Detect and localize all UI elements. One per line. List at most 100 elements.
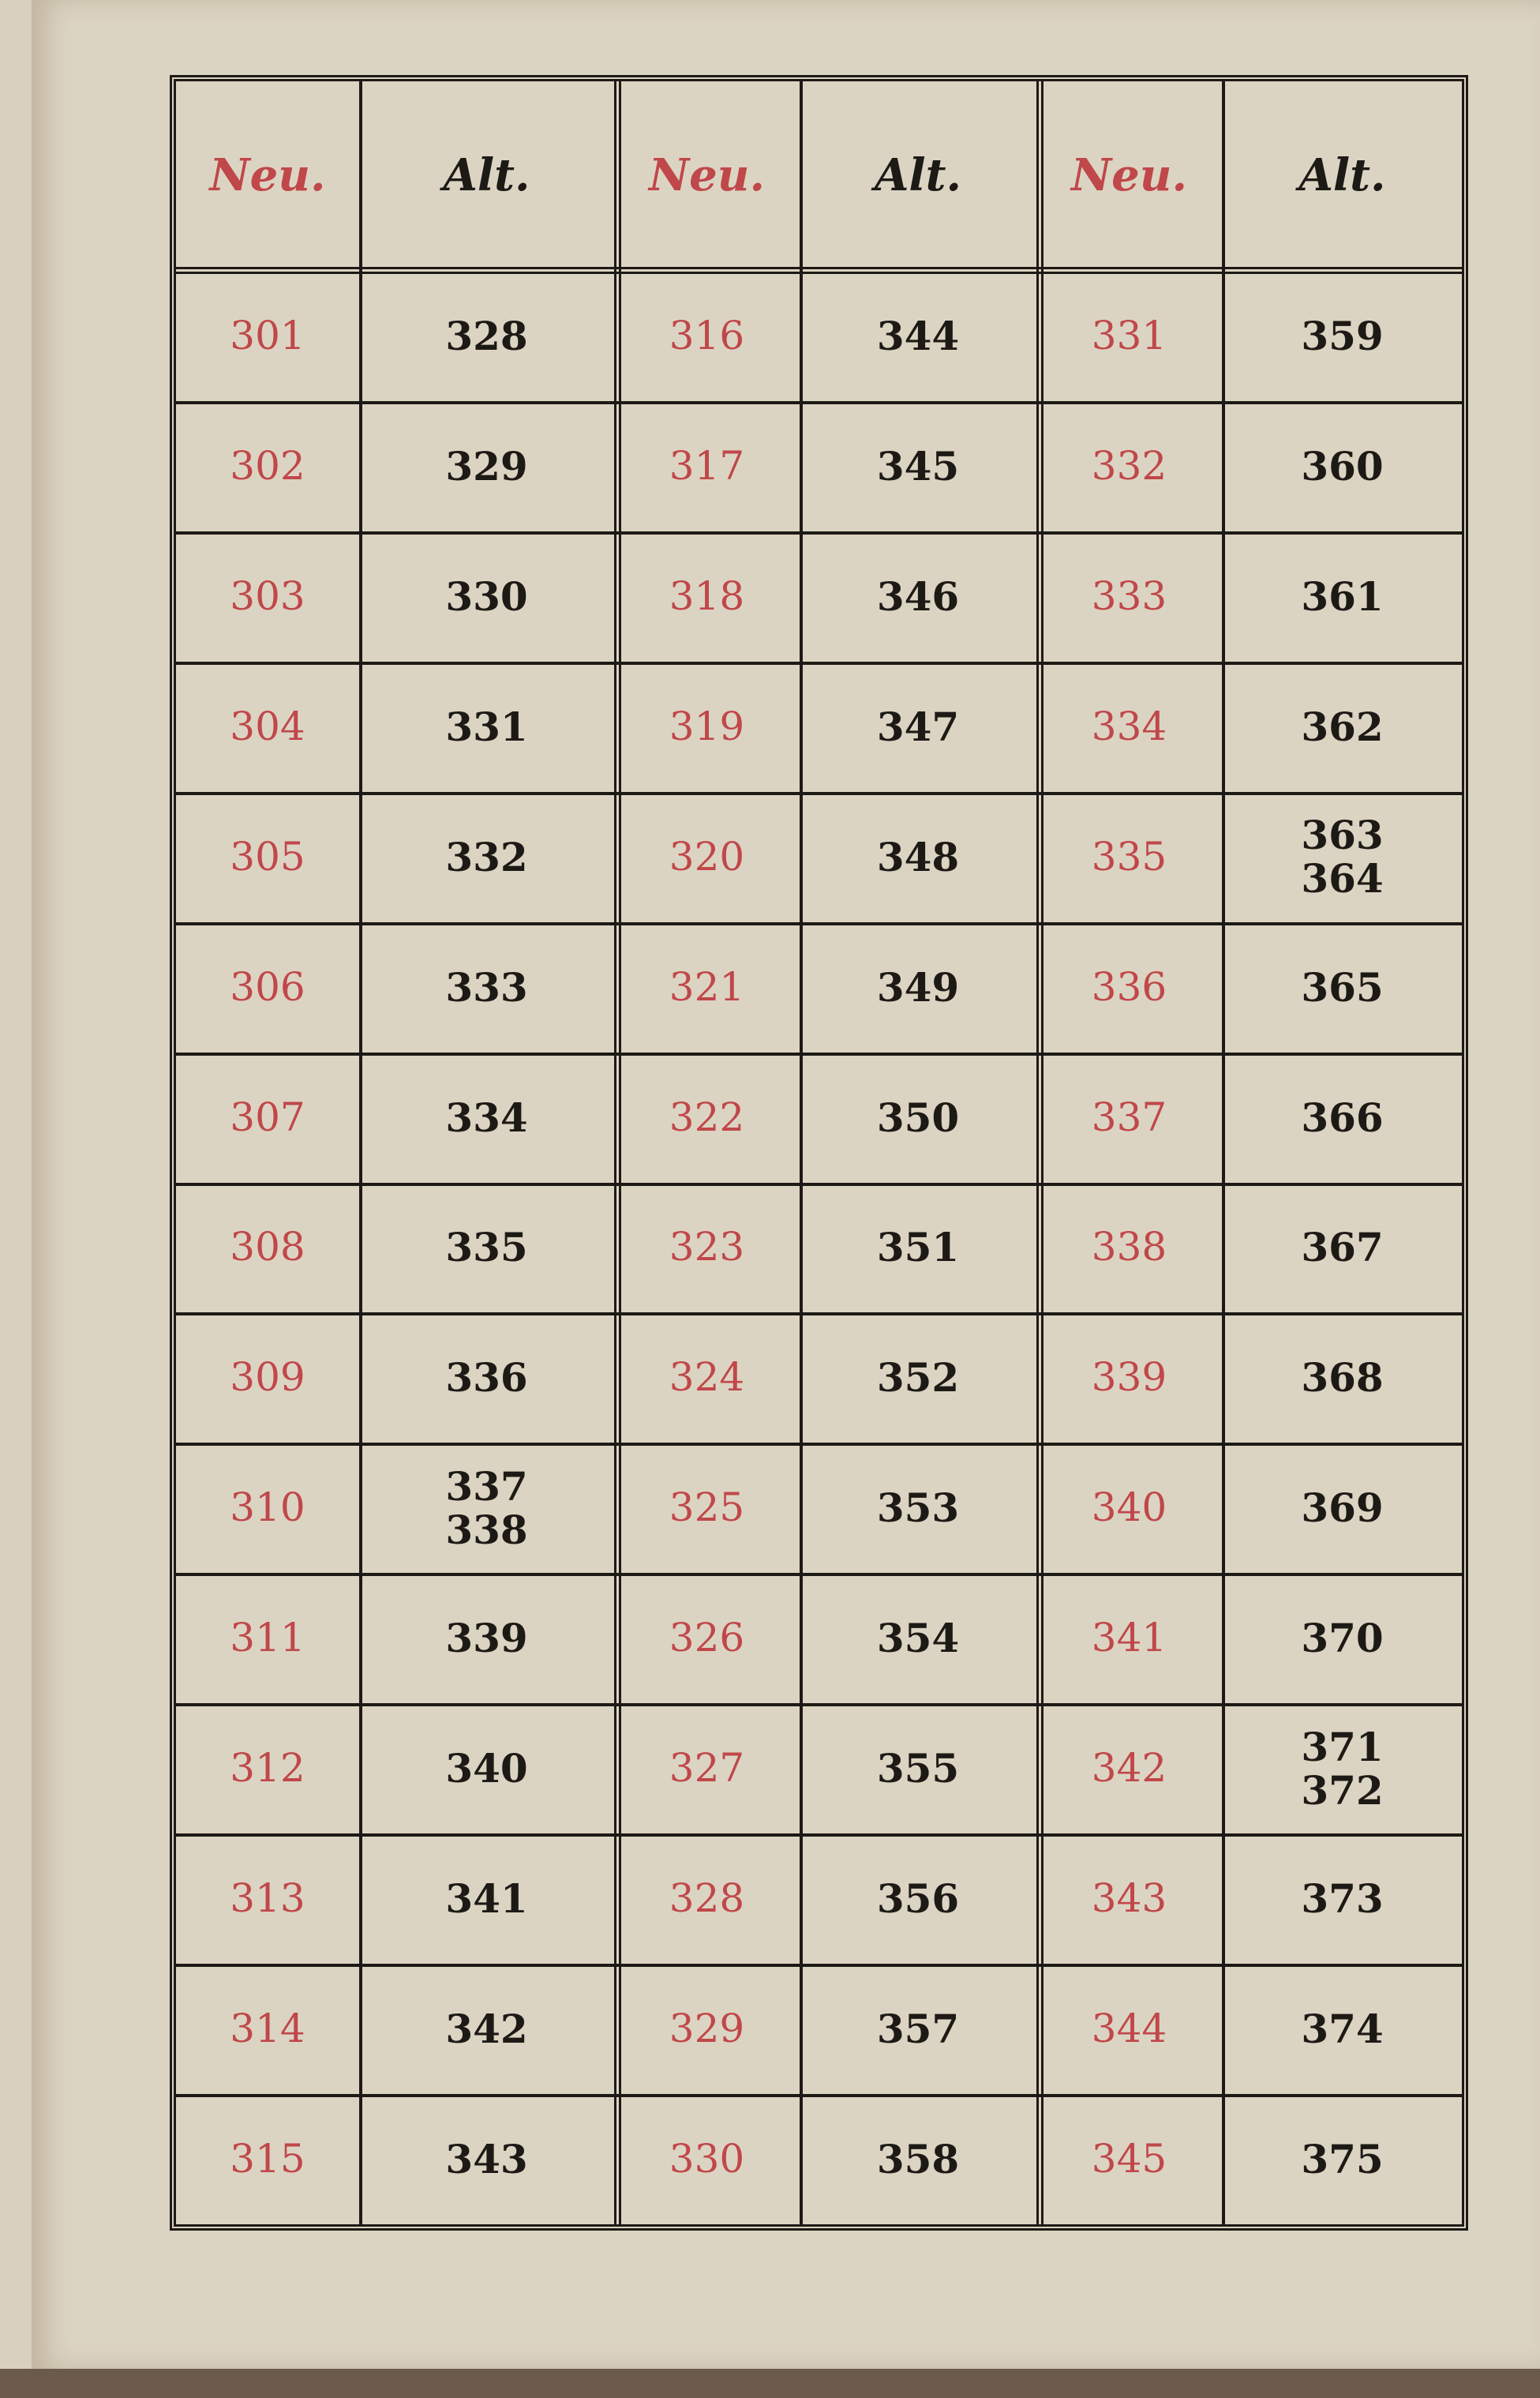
neu-number-cell: 345 <box>1091 2136 1167 2182</box>
alt-number-cell: 356 <box>876 1875 960 1923</box>
column-divider <box>1222 81 1225 2224</box>
neu-number-cell: 304 <box>230 703 305 749</box>
neu-number-cell: 330 <box>669 2136 745 2182</box>
alt-number-cell: 353 <box>876 1484 960 1532</box>
alt-number-cell: 348 <box>876 833 960 880</box>
alt-number-cell: 365 <box>1301 963 1384 1011</box>
neu-number-cell: 337 <box>1091 1094 1167 1140</box>
neu-header: Neu. <box>648 149 766 202</box>
neu-number-cell: 324 <box>669 1354 745 1401</box>
row-divider <box>176 1703 1462 1707</box>
alt-number-cell: 335 <box>445 1224 528 1271</box>
alt-number-cell: 342 <box>445 2006 528 2053</box>
row-divider <box>176 400 1462 404</box>
neu-number-cell: 314 <box>230 2006 305 2052</box>
neu-header: Neu. <box>1070 149 1188 202</box>
row-divider <box>176 921 1462 925</box>
alt-number-cell: 329 <box>445 442 528 490</box>
alt-number-cell: 363 364 <box>1301 812 1384 903</box>
neu-number-cell: 317 <box>669 442 745 489</box>
alt-number-cell: 362 <box>1301 703 1384 750</box>
neu-number-cell: 328 <box>669 1875 745 1922</box>
alt-number-cell: 366 <box>1301 1094 1384 1141</box>
row-divider <box>176 1443 1462 1447</box>
alt-number-cell: 331 <box>445 703 528 750</box>
alt-number-cell: 347 <box>876 703 960 750</box>
group-divider <box>1036 81 1044 2224</box>
neu-number-cell: 339 <box>1091 1354 1167 1401</box>
alt-number-cell: 340 <box>445 1745 528 1792</box>
concordance-table: Neu. 301 302 303 304 305 306 307 308 309 310 311 312… <box>170 75 1468 2231</box>
alt-number-cell: 346 <box>876 572 960 620</box>
alt-number-cell: 354 <box>876 1615 960 1662</box>
alt-number-cell: 328 <box>445 312 528 359</box>
alt-header: Alt. <box>1298 149 1386 202</box>
alt-number-cell: 367 <box>1301 1224 1384 1271</box>
neu-number-cell: 333 <box>1091 572 1167 619</box>
neu-number-cell: 319 <box>669 703 745 749</box>
neu-number-cell: 329 <box>669 2006 745 2052</box>
neu-number-cell: 336 <box>1091 963 1167 1010</box>
neu-number-cell: 321 <box>669 963 745 1010</box>
alt-number-cell: 361 <box>1301 572 1384 620</box>
alt-number-cell: 360 <box>1301 442 1384 490</box>
row-divider <box>176 1312 1462 1316</box>
neu-number-cell: 340 <box>1091 1484 1167 1531</box>
neu-number-cell: 310 <box>230 1484 305 1531</box>
alt-number-cell: 341 <box>445 1875 528 1923</box>
alt-number-cell: 350 <box>876 1094 960 1141</box>
neu-number-cell: 338 <box>1091 1224 1167 1270</box>
column-divider <box>359 81 362 2224</box>
row-divider <box>176 531 1462 535</box>
alt-number-cell: 339 <box>445 1615 528 1662</box>
alt-number-cell: 345 <box>876 442 960 490</box>
neu-number-cell: 313 <box>230 1875 305 1922</box>
neu-number-cell: 320 <box>669 833 745 880</box>
row-divider <box>176 1833 1462 1837</box>
row-divider <box>176 1182 1462 1186</box>
neu-number-cell: 325 <box>669 1484 745 1531</box>
alt-number-cell: 359 <box>1301 312 1384 359</box>
neu-number-cell: 335 <box>1091 833 1167 880</box>
neu-number-cell: 341 <box>1091 1615 1167 1661</box>
alt-number-cell: 352 <box>876 1354 960 1402</box>
alt-number-cell: 355 <box>876 1745 960 1792</box>
neu-number-cell: 303 <box>230 572 305 619</box>
alt-number-cell: 369 <box>1301 1484 1384 1532</box>
alt-number-cell: 344 <box>876 312 960 359</box>
header-divider <box>176 267 1462 274</box>
neu-number-cell: 305 <box>230 833 305 880</box>
neu-number-cell: 308 <box>230 1224 305 1270</box>
neu-number-cell: 343 <box>1091 1875 1167 1922</box>
row-divider <box>176 791 1462 795</box>
alt-number-cell: 330 <box>445 572 528 620</box>
neu-number-cell: 307 <box>230 1094 305 1140</box>
neu-number-cell: 311 <box>230 1615 305 1661</box>
row-divider <box>176 661 1462 665</box>
neu-number-cell: 331 <box>1091 312 1167 358</box>
alt-number-cell: 368 <box>1301 1354 1384 1402</box>
neu-number-cell: 301 <box>230 312 305 358</box>
alt-number-cell: 351 <box>876 1224 960 1271</box>
alt-number-cell: 374 <box>1301 2006 1384 2053</box>
alt-number-cell: 334 <box>445 1094 528 1141</box>
neu-header: Neu. <box>209 149 326 202</box>
row-divider <box>176 1573 1462 1577</box>
neu-number-cell: 312 <box>230 1745 305 1792</box>
alt-number-cell: 332 <box>445 833 528 880</box>
neu-number-cell: 309 <box>230 1354 305 1401</box>
neu-number-cell: 323 <box>669 1224 745 1270</box>
neu-number-cell: 332 <box>1091 442 1167 489</box>
neu-number-cell: 322 <box>669 1094 745 1140</box>
alt-number-cell: 357 <box>876 2006 960 2053</box>
alt-number-cell: 333 <box>445 963 528 1011</box>
neu-number-cell: 315 <box>230 2136 305 2182</box>
alt-number-cell: 375 <box>1301 2136 1384 2183</box>
alt-number-cell: 371 372 <box>1301 1723 1384 1814</box>
alt-number-cell: 336 <box>445 1354 528 1402</box>
neu-number-cell: 334 <box>1091 703 1167 749</box>
alt-number-cell: 349 <box>876 963 960 1011</box>
neu-number-cell: 318 <box>669 572 745 619</box>
column-divider <box>800 81 803 2224</box>
alt-number-cell: 370 <box>1301 1615 1384 1662</box>
